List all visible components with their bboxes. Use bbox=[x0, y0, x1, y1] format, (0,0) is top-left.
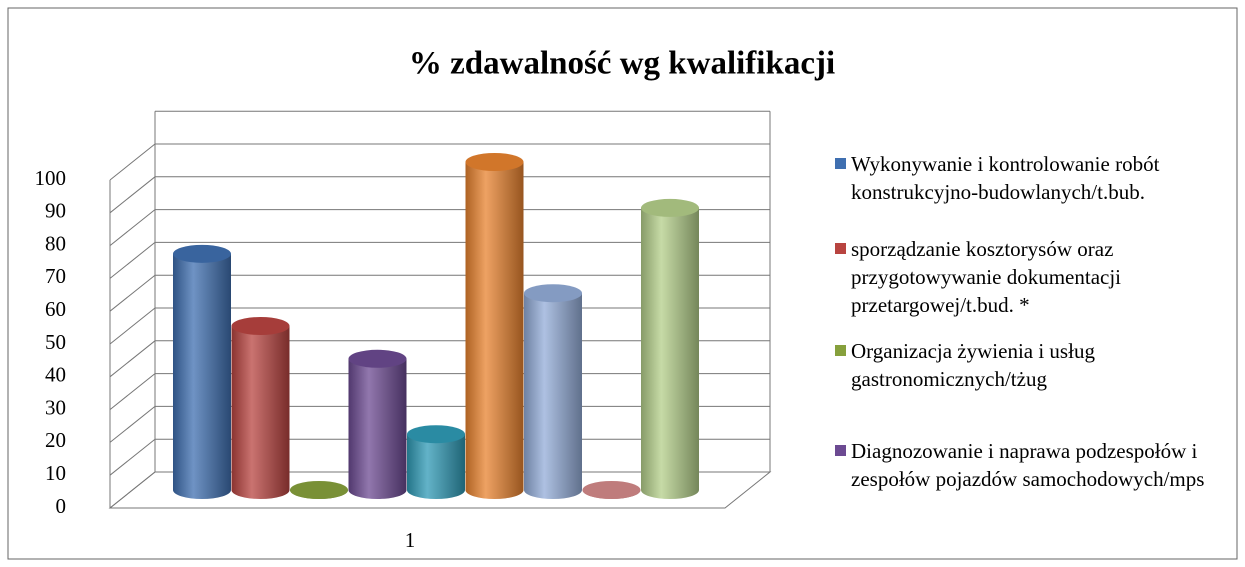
cylinder-top bbox=[173, 244, 231, 263]
cylinder-body bbox=[641, 207, 699, 500]
cylinder-body bbox=[231, 326, 290, 500]
grid-line bbox=[109, 209, 770, 246]
grid-line bbox=[109, 143, 770, 181]
bar bbox=[173, 244, 231, 499]
y-tick-label: 60 bbox=[45, 297, 66, 321]
bar bbox=[465, 153, 524, 500]
bar bbox=[290, 481, 348, 499]
legend-swatch bbox=[835, 345, 846, 356]
y-tick-label: 40 bbox=[45, 363, 66, 387]
legend-label: Wykonywanie i kontrolowanie robót konstr… bbox=[851, 152, 1160, 204]
y-tick-label: 80 bbox=[45, 231, 66, 255]
y-tick-label: 90 bbox=[45, 199, 66, 223]
legend-label: Organizacja żywienia i usług gastronomic… bbox=[851, 339, 1095, 391]
legend-entry: Organizacja żywienia i usług gastronomic… bbox=[835, 337, 1215, 393]
cylinder-body bbox=[407, 434, 465, 499]
cylinder-body bbox=[524, 293, 582, 499]
legend-swatch bbox=[835, 243, 846, 254]
y-tick-label: 0 bbox=[56, 494, 67, 518]
legend-swatch bbox=[835, 445, 846, 456]
grid-line bbox=[109, 274, 770, 312]
legend-label: Diagnozowanie i naprawa podzespołów i ze… bbox=[851, 439, 1205, 491]
y-tick-label: 70 bbox=[45, 264, 66, 288]
y-tick-label: 10 bbox=[45, 461, 66, 485]
y-tick-label: 100 bbox=[35, 166, 67, 190]
cylinder-top bbox=[407, 425, 465, 444]
legend-entry: Diagnozowanie i naprawa podzespołów i ze… bbox=[835, 437, 1215, 493]
bar bbox=[231, 317, 290, 500]
bar bbox=[407, 425, 465, 499]
cylinder-top bbox=[465, 153, 524, 171]
legend-label: sporządzanie kosztorysów oraz przygotowy… bbox=[851, 237, 1122, 317]
cylinder-top bbox=[348, 349, 407, 368]
x-tick-label: 1 bbox=[405, 528, 416, 552]
cylinder-body bbox=[348, 358, 407, 500]
cylinder-body bbox=[173, 253, 231, 499]
bar bbox=[641, 198, 699, 500]
cylinder-body bbox=[465, 162, 524, 500]
legend-entry: sporządzanie kosztorysów oraz przygotowy… bbox=[835, 235, 1215, 319]
bar bbox=[582, 481, 641, 500]
chart-title: % zdawalność wg kwalifikacji bbox=[409, 46, 835, 82]
cylinder-top bbox=[290, 481, 348, 499]
grid-line bbox=[109, 241, 770, 279]
grid-line bbox=[109, 176, 770, 214]
cylinder-top bbox=[641, 198, 699, 217]
bar bbox=[524, 284, 582, 499]
bar bbox=[348, 349, 407, 500]
y-tick-label: 50 bbox=[45, 330, 66, 354]
y-tick-label: 20 bbox=[45, 428, 66, 452]
y-tick-label: 30 bbox=[45, 395, 66, 419]
legend-swatch bbox=[835, 158, 846, 169]
cylinder-top bbox=[582, 481, 641, 499]
cylinder-top bbox=[231, 317, 290, 335]
legend-entry: Wykonywanie i kontrolowanie robót konstr… bbox=[835, 150, 1215, 206]
cylinder-top bbox=[524, 284, 582, 303]
